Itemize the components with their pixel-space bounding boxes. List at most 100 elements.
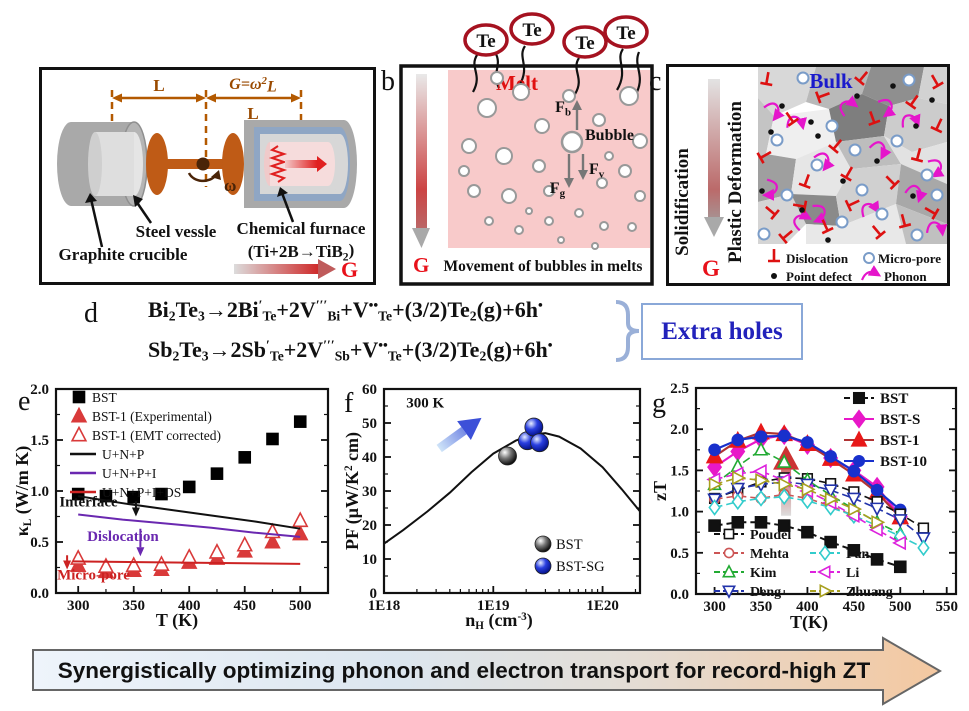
point-defect-icon bbox=[771, 273, 777, 279]
data-point bbox=[850, 430, 868, 447]
panel-b-caption: Movement of bubbles in melts bbox=[444, 258, 643, 275]
data-point bbox=[892, 535, 907, 551]
data-point bbox=[153, 555, 170, 571]
y-tick-label: 0.0 bbox=[670, 587, 689, 603]
data-point bbox=[293, 415, 307, 428]
legend-label: BST-1 (Experimental) bbox=[92, 409, 212, 424]
data-point bbox=[917, 522, 930, 534]
chart-f-plot: 1E18 1E19 1E20 0 10 20 30 40 50 60 300 K BST BST-SG bbox=[362, 382, 642, 614]
data-point bbox=[916, 532, 931, 547]
g-gradient-arrow-head-b bbox=[412, 228, 430, 248]
data-point bbox=[236, 535, 253, 552]
legend-label: BST-10 bbox=[880, 454, 927, 470]
te-balloons: Te Te Te Te bbox=[463, 12, 649, 59]
te-label-2: Te bbox=[522, 20, 541, 41]
chart-g-plot: 300 350 400 450 500 550 0.0 0.5 1.0 1.5 2.0 2.5 BST B… bbox=[670, 381, 958, 615]
data-point bbox=[708, 443, 721, 457]
legend-label: BST bbox=[880, 391, 908, 407]
force-fv-label: Fv bbox=[589, 161, 605, 180]
y-tick-label: 20 bbox=[362, 518, 377, 534]
x-tick-label: 350 bbox=[122, 598, 145, 614]
te-label-3: Te bbox=[575, 33, 594, 54]
legend-label: U+N+P+I+DS bbox=[102, 485, 181, 500]
graphite-crucible-label: Graphite crucible bbox=[59, 245, 188, 264]
data-point bbox=[208, 542, 226, 559]
chart-g-label: g bbox=[652, 388, 666, 419]
data-point bbox=[892, 514, 908, 529]
x-tick-label: 400 bbox=[178, 598, 201, 614]
data-point bbox=[530, 433, 549, 453]
y-tick-label: 0 bbox=[370, 586, 378, 602]
data-point bbox=[181, 548, 198, 564]
x-tick-label: 1E19 bbox=[477, 598, 510, 614]
omega-label: ω bbox=[224, 176, 236, 195]
data-point bbox=[852, 391, 866, 405]
data-point bbox=[824, 535, 837, 549]
g-gradient-arrow-head-c bbox=[704, 217, 724, 237]
steel-vessel-graphic bbox=[57, 121, 148, 207]
annotation-arrowhead bbox=[63, 560, 72, 570]
legend-label: Li bbox=[846, 566, 859, 581]
data-point bbox=[534, 535, 552, 553]
panel-c-legend: Dislocation Micro-pore Point defect Phon… bbox=[768, 249, 941, 284]
data-point bbox=[824, 491, 839, 507]
legend-label: Kim bbox=[750, 566, 777, 581]
data-point bbox=[723, 528, 735, 540]
data-point bbox=[127, 490, 141, 504]
chart-f-ylabel: PF (μW/K2 cm) bbox=[342, 431, 362, 551]
g-label-c: G bbox=[702, 256, 720, 281]
data-point bbox=[848, 501, 863, 517]
data-point bbox=[534, 557, 552, 575]
legend-label: Deng bbox=[750, 585, 781, 600]
data-point bbox=[870, 483, 884, 497]
g-gradient-arrow-body-c bbox=[708, 79, 720, 217]
x-tick-label: 550 bbox=[935, 599, 958, 615]
data-point bbox=[292, 511, 309, 528]
panel-a-drawing: L G=ω2L L ω Steel ve bbox=[39, 67, 376, 285]
g-gradient-arrow-body-b bbox=[416, 74, 427, 228]
legend-micropore-label: Micro-pore bbox=[878, 251, 941, 266]
x-tick-label: 1E20 bbox=[586, 598, 619, 614]
extra-holes-box: Extra holes bbox=[641, 303, 803, 360]
chart-e-label: e bbox=[18, 386, 31, 417]
data-point bbox=[731, 433, 745, 447]
data-point bbox=[155, 487, 168, 501]
g-label-a: G bbox=[341, 257, 358, 282]
x-tick-label: 300 bbox=[67, 598, 90, 614]
data-point bbox=[778, 477, 793, 492]
force-arrowheads bbox=[564, 100, 588, 188]
data-point bbox=[266, 432, 279, 446]
force-bubble bbox=[560, 130, 584, 154]
force-fg-label: Fg bbox=[550, 180, 566, 199]
chart-e-panel: 300 350 400 450 500 0.0 0.5 1.0 1.5 2.0 Interface D… bbox=[12, 382, 342, 651]
bulk-label: Bulk bbox=[809, 69, 853, 93]
data-point bbox=[777, 429, 791, 443]
data-point bbox=[708, 499, 721, 516]
y-tick-label: 0.5 bbox=[30, 535, 49, 551]
data-point bbox=[97, 557, 115, 573]
bubbles bbox=[458, 71, 648, 250]
legend-phonon-label: Phonon bbox=[884, 269, 927, 284]
extra-holes-brace bbox=[615, 300, 640, 362]
data-point bbox=[498, 446, 517, 466]
legend-label: BST bbox=[92, 390, 118, 405]
dim-label-L-right: L bbox=[247, 104, 258, 123]
data-point bbox=[801, 482, 816, 497]
chart-g-panel: 300 350 400 450 500 550 0.0 0.5 1.0 1.5 2.0 2.5 BST B… bbox=[650, 380, 968, 652]
legend-label: U+N+P bbox=[102, 447, 144, 462]
chart-e-ylabel: κL (W/m K) bbox=[12, 445, 34, 537]
y-tick-label: 30 bbox=[362, 484, 377, 500]
steel-vessel-label: Steel vessle bbox=[136, 222, 217, 241]
data-point bbox=[754, 430, 768, 443]
data-point bbox=[71, 487, 85, 501]
data-point bbox=[730, 482, 746, 497]
data-point bbox=[846, 492, 862, 507]
legend-label: BST-SG bbox=[556, 559, 605, 575]
legend-label: BST bbox=[556, 537, 583, 553]
data-point bbox=[708, 519, 721, 532]
series-line bbox=[714, 521, 901, 568]
chart-g-ylabel: zT bbox=[650, 481, 670, 501]
data-point bbox=[753, 441, 769, 456]
x-tick-label: 500 bbox=[289, 598, 312, 614]
panel-c-drawing: Solidification Plastic Deformation G Bul… bbox=[666, 64, 950, 286]
